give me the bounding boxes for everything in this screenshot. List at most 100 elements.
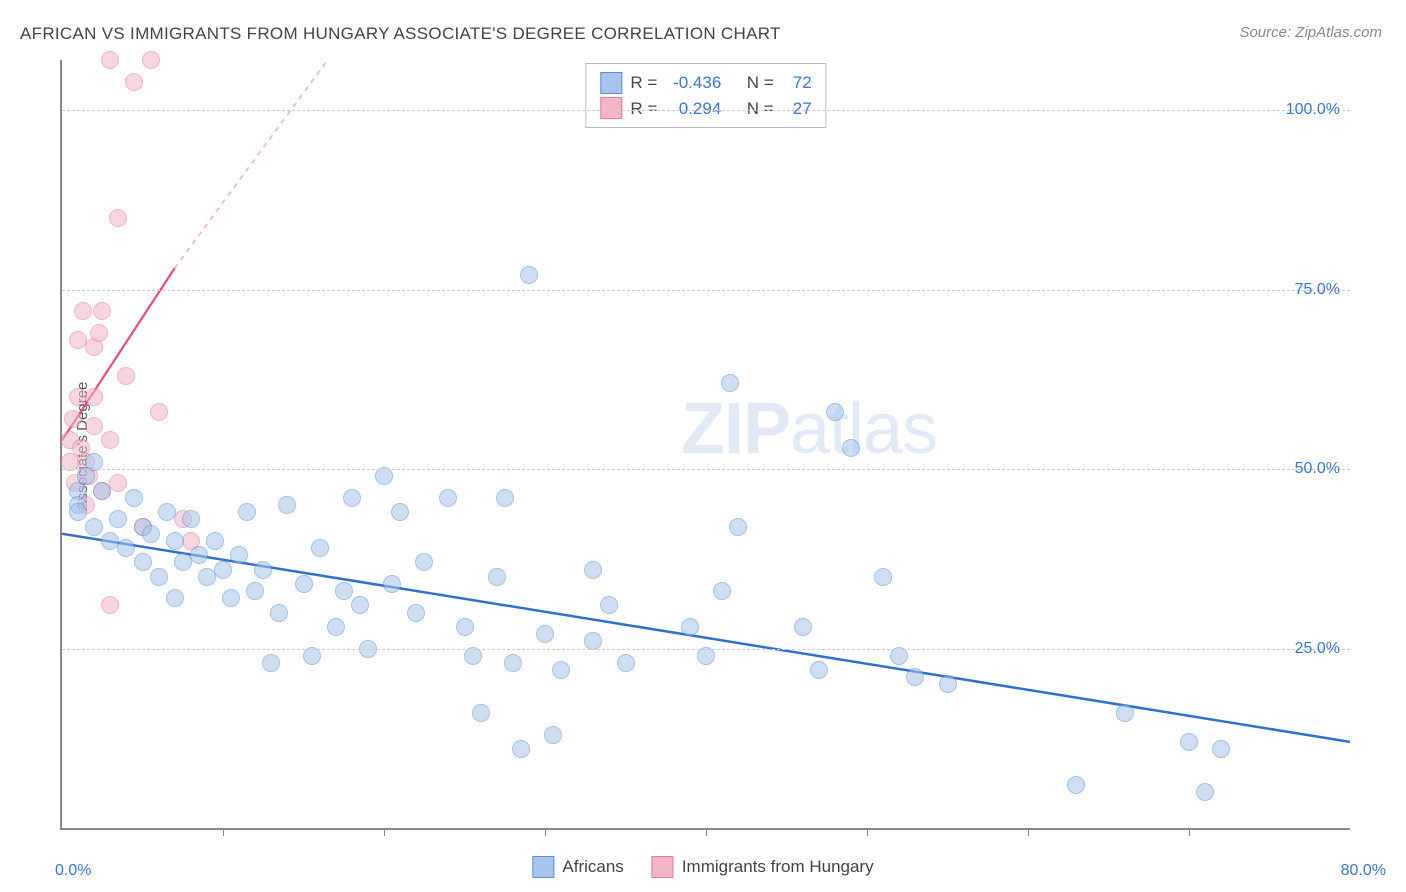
data-point[interactable] xyxy=(544,726,562,744)
data-point[interactable] xyxy=(681,618,699,636)
data-point[interactable] xyxy=(496,489,514,507)
data-point[interactable] xyxy=(520,266,538,284)
data-point[interactable] xyxy=(93,482,111,500)
legend-item-1: Africans xyxy=(532,856,623,878)
data-point[interactable] xyxy=(343,489,361,507)
swatch-series1 xyxy=(600,72,622,94)
data-point[interactable] xyxy=(214,561,232,579)
legend-swatch-2 xyxy=(652,856,674,878)
data-point[interactable] xyxy=(117,367,135,385)
data-point[interactable] xyxy=(826,403,844,421)
data-point[interactable] xyxy=(222,589,240,607)
legend-item-2: Immigrants from Hungary xyxy=(652,856,874,878)
data-point[interactable] xyxy=(101,51,119,69)
data-point[interactable] xyxy=(142,51,160,69)
data-point[interactable] xyxy=(182,510,200,528)
data-point[interactable] xyxy=(166,589,184,607)
data-point[interactable] xyxy=(109,474,127,492)
data-point[interactable] xyxy=(335,582,353,600)
data-point[interactable] xyxy=(109,209,127,227)
grid-line xyxy=(62,649,1350,650)
data-point[interactable] xyxy=(552,661,570,679)
data-point[interactable] xyxy=(64,410,82,428)
data-point[interactable] xyxy=(134,553,152,571)
data-point[interactable] xyxy=(1180,733,1198,751)
data-point[interactable] xyxy=(407,604,425,622)
data-point[interactable] xyxy=(617,654,635,672)
data-point[interactable] xyxy=(504,654,522,672)
y-tick-label: 100.0% xyxy=(1286,101,1340,119)
x-tick xyxy=(1189,828,1190,836)
data-point[interactable] xyxy=(439,489,457,507)
data-point[interactable] xyxy=(456,618,474,636)
trend-lines-layer xyxy=(62,60,1350,828)
x-tick xyxy=(867,828,868,836)
data-point[interactable] xyxy=(69,503,87,521)
data-point[interactable] xyxy=(230,546,248,564)
r-value-2: 0.294 xyxy=(665,96,721,122)
data-point[interactable] xyxy=(166,532,184,550)
data-point[interactable] xyxy=(1212,740,1230,758)
data-point[interactable] xyxy=(874,568,892,586)
data-point[interactable] xyxy=(472,704,490,722)
x-axis-min-label: 0.0% xyxy=(55,862,91,880)
plot-area: ZIPatlas R = -0.436 N = 72 R = 0.294 N =… xyxy=(60,60,1350,830)
data-point[interactable] xyxy=(295,575,313,593)
bottom-legend: Africans Immigrants from Hungary xyxy=(532,856,873,878)
data-point[interactable] xyxy=(351,596,369,614)
data-point[interactable] xyxy=(721,374,739,392)
data-point[interactable] xyxy=(488,568,506,586)
data-point[interactable] xyxy=(254,561,272,579)
data-point[interactable] xyxy=(206,532,224,550)
data-point[interactable] xyxy=(713,582,731,600)
data-point[interactable] xyxy=(842,439,860,457)
data-point[interactable] xyxy=(150,568,168,586)
data-point[interactable] xyxy=(278,496,296,514)
data-point[interactable] xyxy=(729,518,747,536)
data-point[interactable] xyxy=(415,553,433,571)
data-point[interactable] xyxy=(190,546,208,564)
data-point[interactable] xyxy=(158,503,176,521)
data-point[interactable] xyxy=(85,417,103,435)
data-point[interactable] xyxy=(327,618,345,636)
data-point[interactable] xyxy=(246,582,264,600)
data-point[interactable] xyxy=(125,489,143,507)
data-point[interactable] xyxy=(383,575,401,593)
data-point[interactable] xyxy=(142,525,160,543)
data-point[interactable] xyxy=(101,596,119,614)
r-value-1: -0.436 xyxy=(665,70,721,96)
data-point[interactable] xyxy=(85,518,103,536)
data-point[interactable] xyxy=(794,618,812,636)
data-point[interactable] xyxy=(536,625,554,643)
data-point[interactable] xyxy=(101,431,119,449)
legend-swatch-1 xyxy=(532,856,554,878)
data-point[interactable] xyxy=(125,73,143,91)
data-point[interactable] xyxy=(117,539,135,557)
data-point[interactable] xyxy=(512,740,530,758)
data-point[interactable] xyxy=(600,596,618,614)
data-point[interactable] xyxy=(109,510,127,528)
x-tick xyxy=(384,828,385,836)
data-point[interactable] xyxy=(93,302,111,320)
data-point[interactable] xyxy=(906,668,924,686)
n-value-1: 72 xyxy=(782,70,812,96)
data-point[interactable] xyxy=(150,403,168,421)
data-point[interactable] xyxy=(90,324,108,342)
x-tick xyxy=(706,828,707,836)
data-point[interactable] xyxy=(1067,776,1085,794)
data-point[interactable] xyxy=(1116,704,1134,722)
data-point[interactable] xyxy=(584,561,602,579)
data-point[interactable] xyxy=(939,675,957,693)
data-point[interactable] xyxy=(270,604,288,622)
data-point[interactable] xyxy=(311,539,329,557)
data-point[interactable] xyxy=(262,654,280,672)
data-point[interactable] xyxy=(810,661,828,679)
data-point[interactable] xyxy=(1196,783,1214,801)
r-label: R = xyxy=(630,70,657,96)
y-tick-label: 25.0% xyxy=(1295,640,1340,658)
data-point[interactable] xyxy=(238,503,256,521)
data-point[interactable] xyxy=(85,388,103,406)
n-value-2: 27 xyxy=(782,96,812,122)
data-point[interactable] xyxy=(74,302,92,320)
data-point[interactable] xyxy=(391,503,409,521)
